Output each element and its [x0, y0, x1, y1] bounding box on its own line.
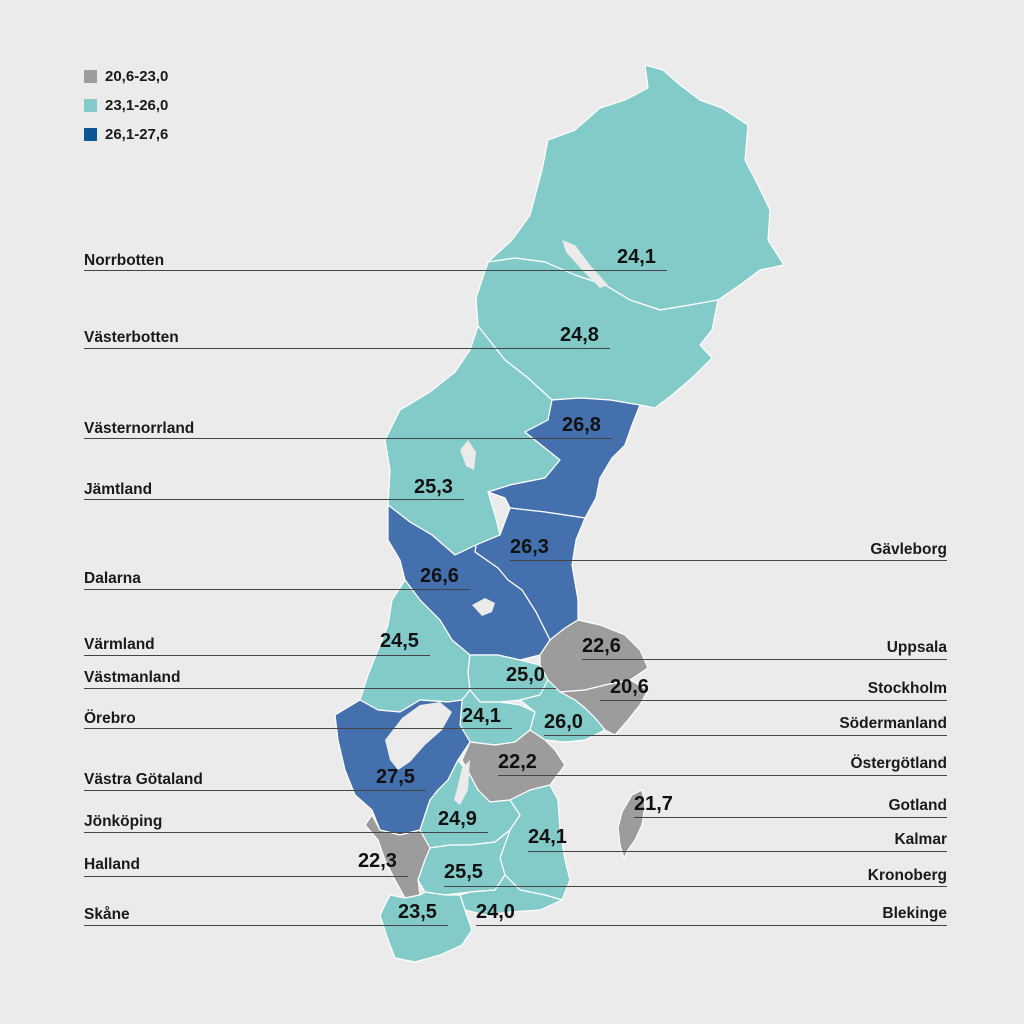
leader-halland: [84, 876, 408, 877]
legend: 20,6-23,0 23,1-26,0 26,1-27,6: [84, 62, 168, 149]
lake-vattern: [454, 760, 470, 805]
value-vastra-gotaland: 27,5: [376, 766, 415, 788]
value-varmland: 24,5: [380, 630, 419, 652]
value-norrbotten: 24,1: [617, 246, 656, 268]
label-stockholm: Stockholm: [867, 680, 947, 697]
value-sodermanland: 26,0: [544, 711, 583, 733]
leader-dalarna: [84, 589, 470, 590]
leader-norrbotten: [84, 270, 667, 271]
leader-sodermanland: [544, 735, 947, 736]
leader-vasternorrland: [84, 438, 612, 439]
leader-orebro: [84, 728, 512, 729]
value-gavleborg: 26,3: [510, 536, 549, 558]
label-blekinge: Blekinge: [882, 905, 947, 922]
leader-skane: [84, 925, 448, 926]
label-halland: Halland: [84, 856, 140, 873]
leader-vastra-gotaland: [84, 790, 426, 791]
value-jonkoping: 24,9: [438, 808, 477, 830]
lake-siljan: [472, 598, 495, 616]
value-vasternorrland: 26,8: [562, 414, 601, 436]
leader-ostergotland: [498, 775, 947, 776]
region-gotland[interactable]: [617, 789, 646, 859]
leader-jonkoping: [84, 832, 488, 833]
leader-vasterbotten: [84, 348, 610, 349]
region-skane[interactable]: [379, 891, 473, 963]
label-vasternorrland: Västernorrland: [84, 420, 195, 437]
lake-hornavan: [562, 240, 608, 288]
legend-label: 26,1-27,6: [105, 126, 169, 143]
value-vastmanland: 25,0: [506, 664, 545, 686]
value-stockholm: 20,6: [610, 676, 649, 698]
label-varmland: Värmland: [84, 636, 155, 653]
legend-swatch-low: [84, 70, 97, 83]
value-uppsala: 22,6: [582, 635, 621, 657]
leader-stockholm: [600, 700, 947, 701]
label-sodermanland: Södermanland: [839, 715, 947, 732]
label-orebro: Örebro: [84, 710, 136, 727]
value-vasterbotten: 24,8: [560, 324, 599, 346]
value-orebro: 24,1: [462, 705, 501, 727]
label-jamtland: Jämtland: [84, 481, 153, 498]
value-ostergotland: 22,2: [498, 751, 537, 773]
legend-item: 20,6-23,0: [84, 62, 168, 91]
label-gavleborg: Gävleborg: [870, 541, 947, 558]
value-halland: 22,3: [358, 850, 397, 872]
value-blekinge: 24,0: [476, 901, 515, 923]
label-ostergotland: Östergötland: [850, 755, 947, 772]
value-kronoberg: 25,5: [444, 861, 483, 883]
leader-blekinge: [476, 925, 947, 926]
label-jonkoping: Jönköping: [84, 813, 163, 830]
value-kalmar: 24,1: [528, 826, 567, 848]
label-gotland: Gotland: [888, 797, 947, 814]
label-kronoberg: Kronoberg: [867, 867, 947, 884]
value-dalarna: 26,6: [420, 565, 459, 587]
lake-storsjon: [460, 440, 476, 470]
label-vasterbotten: Västerbotten: [84, 329, 179, 346]
leader-gavleborg: [510, 560, 947, 561]
leader-vastmanland: [84, 688, 556, 689]
legend-label: 23,1-26,0: [105, 97, 169, 114]
value-gotland: 21,7: [634, 793, 673, 815]
leader-kronoberg: [444, 886, 947, 887]
leader-gotland: [634, 817, 947, 818]
label-uppsala: Uppsala: [886, 639, 947, 656]
leader-kalmar: [528, 851, 947, 852]
region-blekinge[interactable]: [459, 874, 563, 916]
value-jamtland: 25,3: [414, 476, 453, 498]
legend-label: 20,6-23,0: [105, 68, 169, 85]
legend-swatch-mid: [84, 99, 97, 112]
value-skane: 23,5: [398, 901, 437, 923]
legend-item: 26,1-27,6: [84, 120, 168, 149]
leader-varmland: [84, 655, 430, 656]
region-halland[interactable]: [364, 814, 431, 899]
leader-jamtland: [84, 499, 464, 500]
label-vastra-gotaland: Västra Götaland: [84, 771, 203, 788]
legend-item: 23,1-26,0: [84, 91, 168, 120]
label-kalmar: Kalmar: [894, 831, 947, 848]
label-norrbotten: Norrbotten: [84, 252, 165, 269]
label-vastmanland: Västmanland: [84, 669, 181, 686]
legend-swatch-high: [84, 128, 97, 141]
label-dalarna: Dalarna: [84, 570, 141, 587]
label-skane: Skåne: [84, 906, 130, 923]
leader-uppsala: [582, 659, 947, 660]
lake-vanern: [385, 702, 452, 770]
